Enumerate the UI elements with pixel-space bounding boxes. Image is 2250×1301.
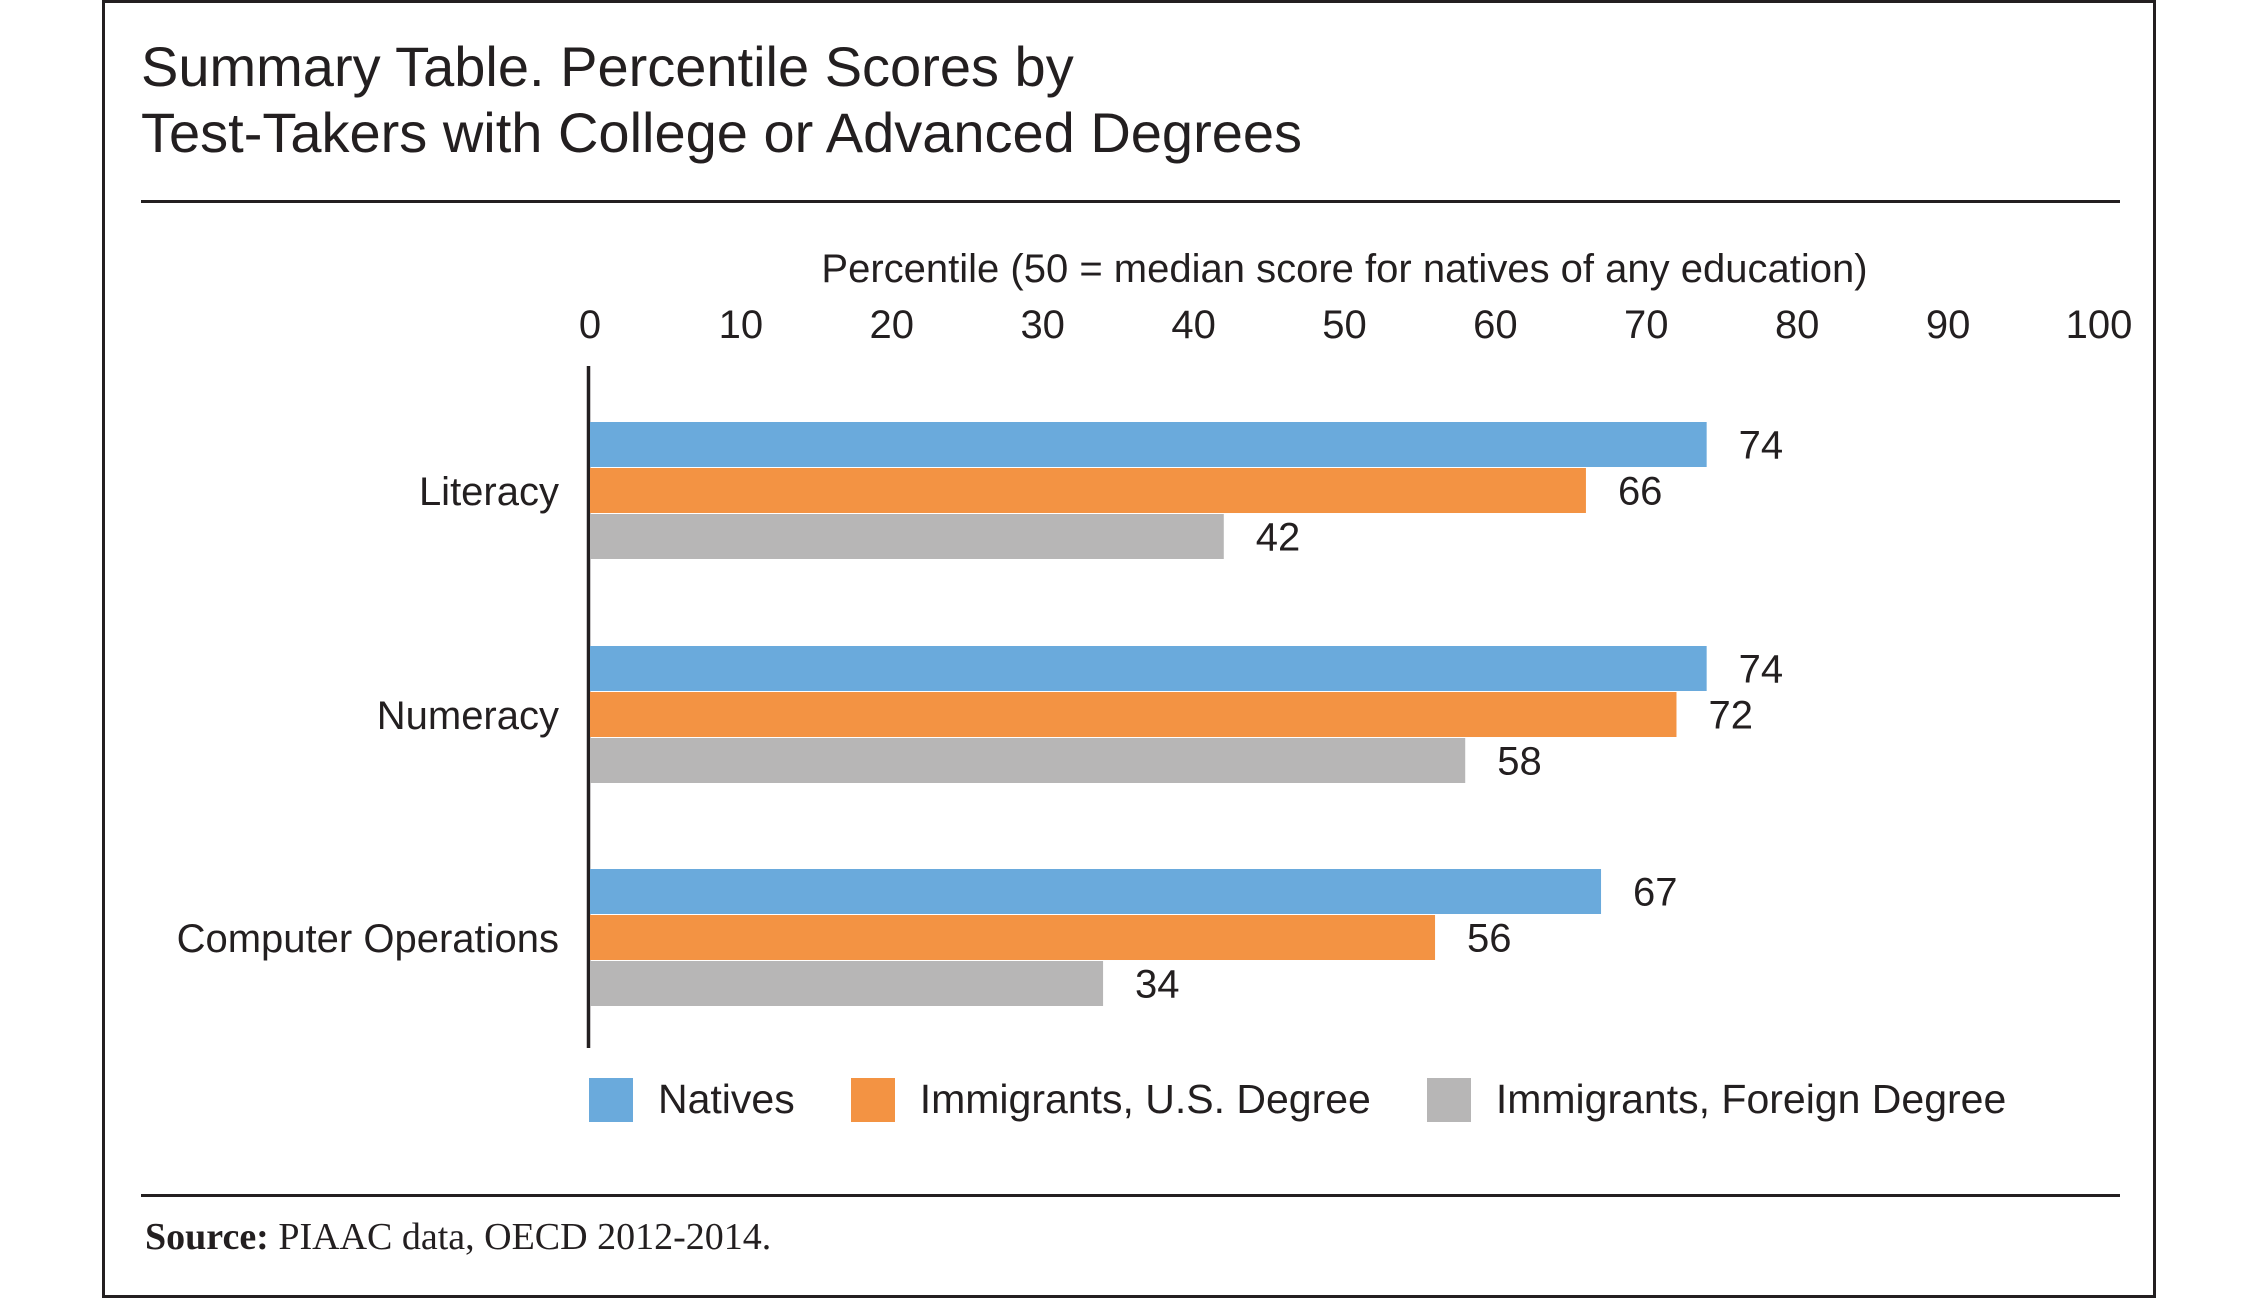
legend-item-immigrants-us-degree: Immigrants, U.S. Degree bbox=[850, 1076, 1371, 1123]
legend-swatch-immigrants-us-degree bbox=[850, 1077, 895, 1122]
data-label-computer-operations-immigrants-foreign-degree: 34 bbox=[1135, 963, 1180, 1007]
legend-swatch-natives bbox=[589, 1077, 633, 1122]
bar-computer-operations-immigrants-u-s-degree bbox=[590, 915, 1436, 960]
source-text: PIAAC data, OECD 2012-2014. bbox=[268, 1216, 772, 1258]
x-axis-label: Percentile (50 = median score for native… bbox=[821, 247, 1867, 291]
legend-label-natives: Natives bbox=[658, 1076, 795, 1122]
source-label: Source: bbox=[145, 1216, 269, 1258]
x-tick-label-100: 100 bbox=[2066, 303, 2133, 347]
legend-label-immigrants-us-degree: Immigrants, U.S. Degree bbox=[919, 1076, 1371, 1122]
title-divider bbox=[141, 200, 2120, 203]
y-category-label-numeracy: Numeracy bbox=[377, 694, 559, 738]
frame-top-border bbox=[102, 0, 2156, 3]
y-category-label-literacy: Literacy bbox=[419, 470, 559, 514]
data-label-computer-operations-natives: 67 bbox=[1633, 871, 1678, 915]
x-tick-label-80: 80 bbox=[1775, 303, 1820, 347]
data-label-computer-operations-immigrants-u-s-degree: 56 bbox=[1467, 917, 1512, 961]
data-label-literacy-immigrants-foreign-degree: 42 bbox=[1256, 516, 1301, 560]
legend-swatch-immigrants-foreign-degree bbox=[1426, 1077, 1471, 1122]
x-tick-label-60: 60 bbox=[1473, 303, 1518, 347]
data-label-numeracy-immigrants-foreign-degree: 58 bbox=[1497, 740, 1542, 784]
x-tick-label-20: 20 bbox=[870, 303, 915, 347]
legend-item-immigrants-foreign-degree: Immigrants, Foreign Degree bbox=[1426, 1076, 2007, 1123]
bar-literacy-immigrants-u-s-degree bbox=[590, 468, 1586, 513]
data-label-literacy-immigrants-u-s-degree: 66 bbox=[1618, 470, 1663, 514]
x-tick-label-0: 0 bbox=[579, 303, 601, 347]
chart-frame bbox=[102, 0, 2156, 1298]
x-tick-label-10: 10 bbox=[719, 303, 764, 347]
bar-computer-operations-natives bbox=[590, 869, 1602, 914]
x-tick-label-40: 40 bbox=[1171, 303, 1216, 347]
chart-title: Summary Table. Percentile Scores by Test… bbox=[141, 34, 1302, 166]
data-label-numeracy-immigrants-u-s-degree: 72 bbox=[1708, 694, 1753, 738]
data-label-numeracy-natives: 74 bbox=[1739, 648, 1784, 692]
x-tick-label-50: 50 bbox=[1322, 303, 1367, 347]
bar-numeracy-immigrants-foreign-degree bbox=[590, 738, 1466, 783]
bar-numeracy-immigrants-u-s-degree bbox=[590, 692, 1677, 737]
x-tick-label-90: 90 bbox=[1926, 303, 1971, 347]
legend: Natives Immigrants, U.S. Degree Immigran… bbox=[589, 1076, 2006, 1123]
bar-computer-operations-immigrants-foreign-degree bbox=[590, 961, 1104, 1006]
data-label-literacy-natives: 74 bbox=[1739, 424, 1784, 468]
bar-numeracy-natives bbox=[590, 646, 1707, 691]
legend-label-immigrants-foreign-degree: Immigrants, Foreign Degree bbox=[1495, 1076, 2007, 1122]
source-divider bbox=[141, 1194, 2120, 1197]
chart-title-line-1: Summary Table. Percentile Scores by bbox=[141, 35, 1074, 98]
y-category-label-computer-operations: Computer Operations bbox=[177, 917, 559, 961]
bar-literacy-natives bbox=[590, 422, 1707, 467]
chart-title-line-2: Test-Takers with College or Advanced Deg… bbox=[141, 101, 1303, 164]
x-tick-label-30: 30 bbox=[1020, 303, 1065, 347]
bar-literacy-immigrants-foreign-degree bbox=[590, 514, 1224, 559]
x-tick-label-70: 70 bbox=[1624, 303, 1669, 347]
legend-item-natives: Natives bbox=[589, 1076, 795, 1123]
source-note: Source: PIAAC data, OECD 2012-2014. bbox=[145, 1215, 771, 1259]
